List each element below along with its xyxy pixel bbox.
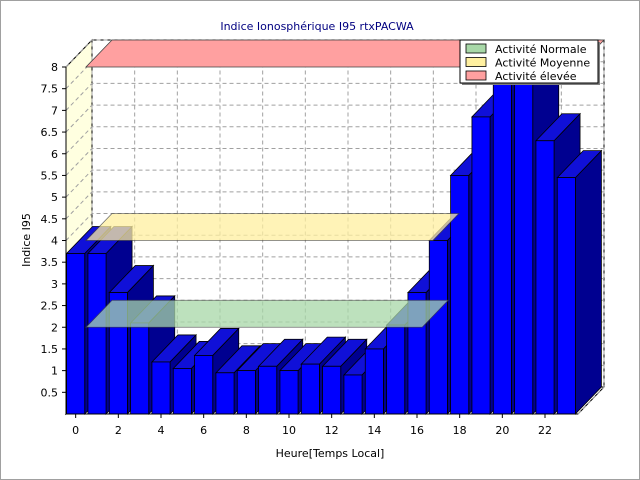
bar-front <box>279 370 299 415</box>
y-tick-label: 7.5 <box>41 83 59 96</box>
y-tick-label: 7 <box>51 104 58 117</box>
x-tick-label: 14 <box>367 424 381 437</box>
x-tick-label: 18 <box>453 424 467 437</box>
x-tick-label: 0 <box>72 424 79 437</box>
legend-swatch <box>465 57 487 67</box>
bar-front <box>556 177 576 415</box>
y-tick-label: 6.5 <box>41 126 59 139</box>
bar-front <box>492 77 512 415</box>
grid-line-x <box>577 40 605 415</box>
bar-front <box>450 175 470 415</box>
bar-front <box>386 324 406 415</box>
y-tick-label: 1.5 <box>41 343 59 356</box>
y-tick-label: 2.5 <box>41 300 59 313</box>
y-tick-label: 3.5 <box>41 256 59 269</box>
bar-front <box>343 374 363 415</box>
legend-swatch <box>465 70 487 81</box>
activity-band <box>85 299 450 328</box>
grid-line-y <box>65 82 604 111</box>
x-tick-label: 12 <box>325 424 339 437</box>
x-tick-label: 22 <box>538 424 552 437</box>
bars <box>65 49 603 415</box>
y-tick-label: 4.5 <box>41 213 59 226</box>
legend-label: Activité Normale <box>495 43 587 56</box>
x-tick-label: 6 <box>200 424 207 437</box>
x-tick-labels: 0 2 4 6 8 10 12 14 16 18 20 22 <box>72 414 552 437</box>
bar-front <box>215 372 235 415</box>
activity-band-top <box>85 299 450 328</box>
y-tick-label: 0.5 <box>41 386 59 399</box>
y-tick-label: 3 <box>51 278 58 291</box>
bar-front <box>322 365 342 415</box>
bar-front <box>514 79 534 415</box>
x-tick-label: 8 <box>243 424 250 437</box>
y-tick-label: 6 <box>51 148 58 161</box>
bar <box>556 149 603 415</box>
x-tick-label: 10 <box>282 424 296 437</box>
x-tick-label: 20 <box>495 424 509 437</box>
bar-front <box>364 348 384 415</box>
y-tick-label: 5 <box>51 191 58 204</box>
y-tick-label: 1 <box>51 365 58 378</box>
activity-band-top <box>85 213 460 241</box>
x-tick-label: 2 <box>115 424 122 437</box>
legend-swatch <box>465 43 487 54</box>
bar-side <box>575 149 602 415</box>
x-tick-label: 16 <box>410 424 424 437</box>
chart-title: Indice Ionosphérique I95 rtxPACWA <box>220 20 414 33</box>
bar-front <box>130 322 150 415</box>
bar-front <box>236 370 256 415</box>
bar-front <box>428 240 448 415</box>
bar-front <box>535 140 555 415</box>
bar-front <box>172 368 192 415</box>
bar-front <box>66 253 86 415</box>
grid-line-y <box>65 104 604 133</box>
bar-front <box>151 361 171 415</box>
legend-label: Activité Moyenne <box>495 57 590 70</box>
bar-front <box>194 355 214 415</box>
x-axis-title: Heure[Temps Local] <box>276 447 385 460</box>
bar-front <box>87 253 107 415</box>
bar-front <box>258 365 278 415</box>
y-tick-labels: 0.5 1 1.5 2 2.5 3 3.5 4 4.5 5 5.5 6 6.5 7 7.5 8 <box>41 61 66 399</box>
legend-label: Activité élevée <box>495 70 577 83</box>
y-tick-label: 2 <box>51 321 58 334</box>
activity-band <box>85 213 460 241</box>
x-tick-label: 4 <box>158 424 165 437</box>
bar-front <box>471 116 491 415</box>
bar-front <box>300 363 320 415</box>
y-tick-label: 4 <box>51 235 58 248</box>
y-tick-label: 5.5 <box>41 169 59 182</box>
y-tick-label: 8 <box>51 61 58 74</box>
y-axis-title: Indice I95 <box>20 213 33 267</box>
